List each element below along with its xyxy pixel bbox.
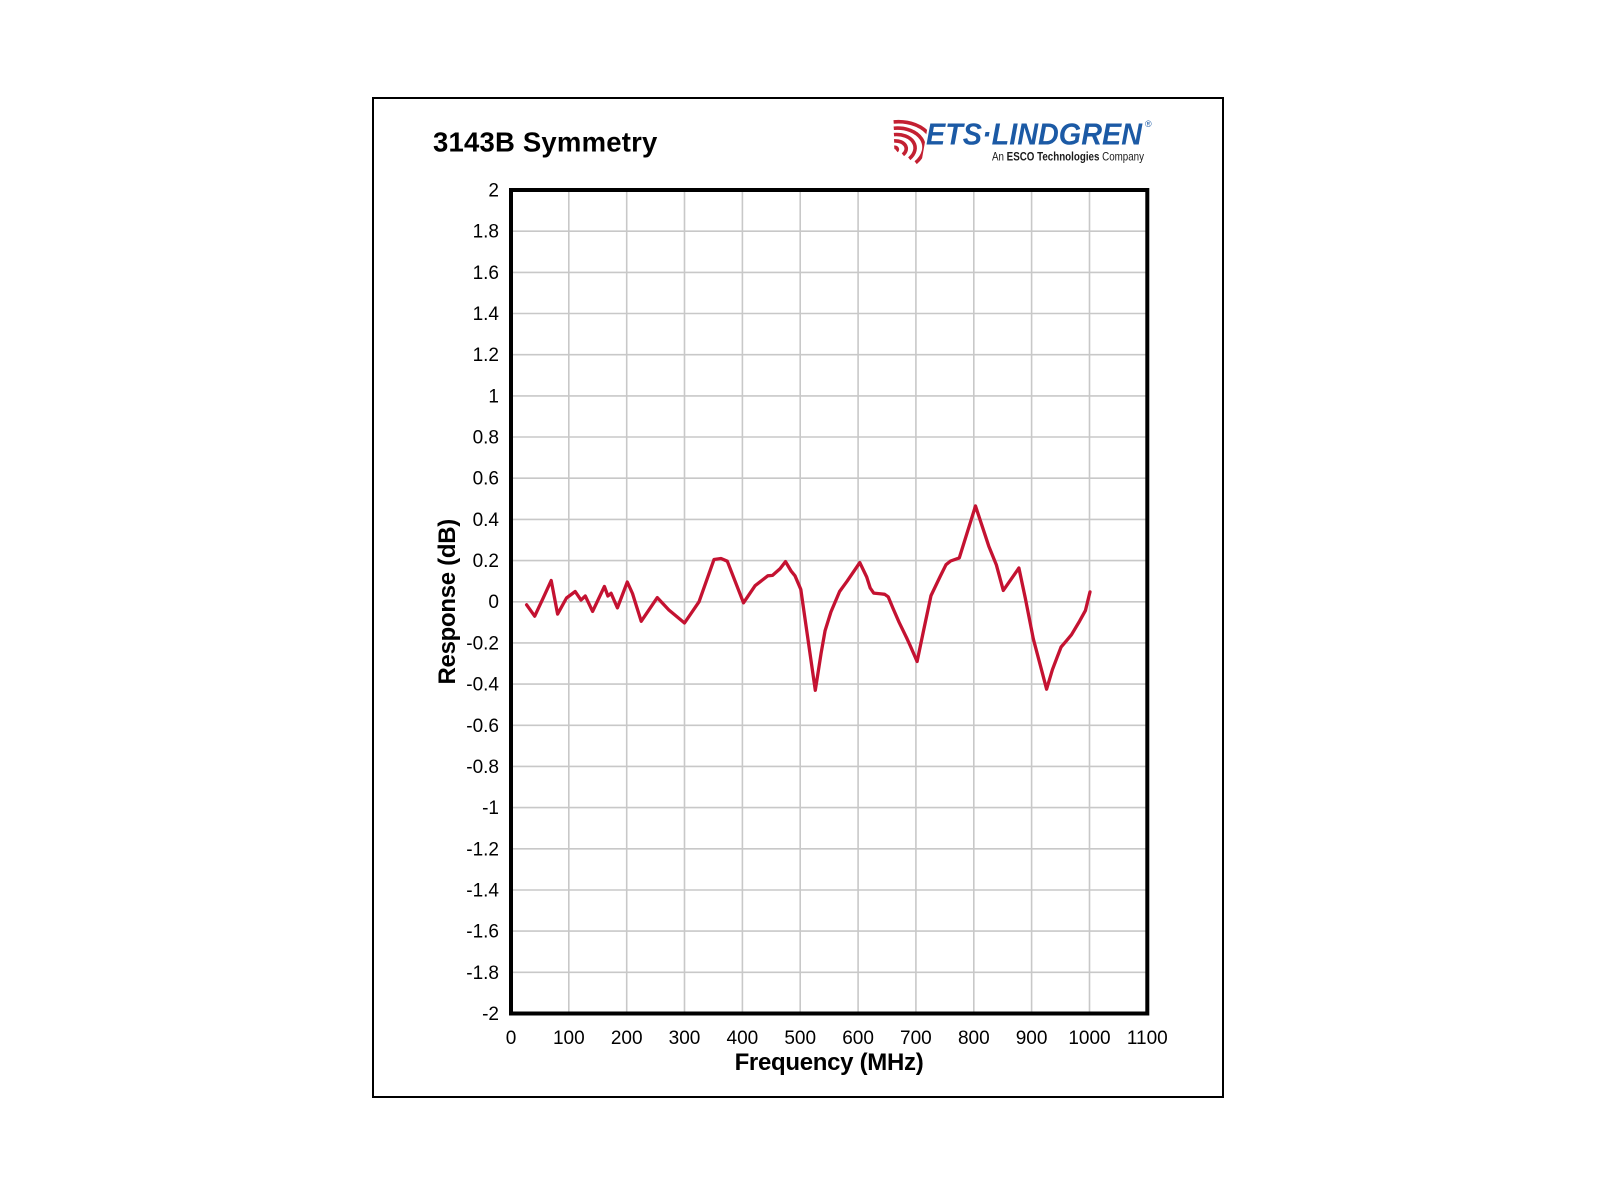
svg-text:100: 100 — [553, 1028, 585, 1049]
svg-text:2: 2 — [488, 181, 499, 202]
svg-text:-2: -2 — [482, 1004, 499, 1025]
svg-text:®: ® — [1145, 119, 1152, 129]
svg-text:0: 0 — [488, 592, 499, 613]
svg-text:-1.6: -1.6 — [466, 922, 499, 943]
svg-text:-0.8: -0.8 — [466, 757, 499, 778]
svg-text:3143B Symmetry: 3143B Symmetry — [433, 127, 658, 158]
svg-text:1.6: 1.6 — [473, 263, 499, 284]
svg-text:1000: 1000 — [1068, 1028, 1110, 1049]
svg-text:400: 400 — [727, 1028, 759, 1049]
svg-text:200: 200 — [611, 1028, 643, 1049]
svg-text:300: 300 — [669, 1028, 701, 1049]
svg-text:1.4: 1.4 — [473, 304, 500, 325]
svg-text:1: 1 — [488, 386, 499, 407]
svg-text:ETS·LINDGREN: ETS·LINDGREN — [926, 118, 1143, 152]
svg-text:-1: -1 — [482, 798, 499, 819]
svg-text:700: 700 — [900, 1028, 932, 1049]
svg-text:0.6: 0.6 — [473, 469, 499, 490]
svg-text:-1.8: -1.8 — [466, 963, 499, 984]
svg-text:-0.4: -0.4 — [466, 675, 499, 696]
svg-text:Response (dB): Response (dB) — [434, 519, 461, 684]
svg-text:0.2: 0.2 — [473, 551, 499, 572]
svg-text:500: 500 — [784, 1028, 816, 1049]
svg-text:600: 600 — [842, 1028, 874, 1049]
svg-text:1.8: 1.8 — [473, 222, 499, 243]
svg-text:800: 800 — [958, 1028, 990, 1049]
svg-text:An ESCO Technologies Company: An ESCO Technologies Company — [992, 150, 1144, 164]
svg-text:1.2: 1.2 — [473, 345, 499, 366]
svg-text:-0.6: -0.6 — [466, 716, 499, 737]
svg-text:-1.4: -1.4 — [466, 881, 499, 902]
svg-text:0: 0 — [506, 1028, 517, 1049]
svg-text:0.4: 0.4 — [473, 510, 500, 531]
svg-text:Frequency (MHz): Frequency (MHz) — [735, 1049, 924, 1076]
svg-text:0.8: 0.8 — [473, 428, 499, 449]
svg-text:-1.2: -1.2 — [466, 839, 499, 860]
svg-text:1100: 1100 — [1127, 1028, 1168, 1049]
svg-text:900: 900 — [1016, 1028, 1048, 1049]
svg-text:-0.2: -0.2 — [466, 633, 499, 654]
